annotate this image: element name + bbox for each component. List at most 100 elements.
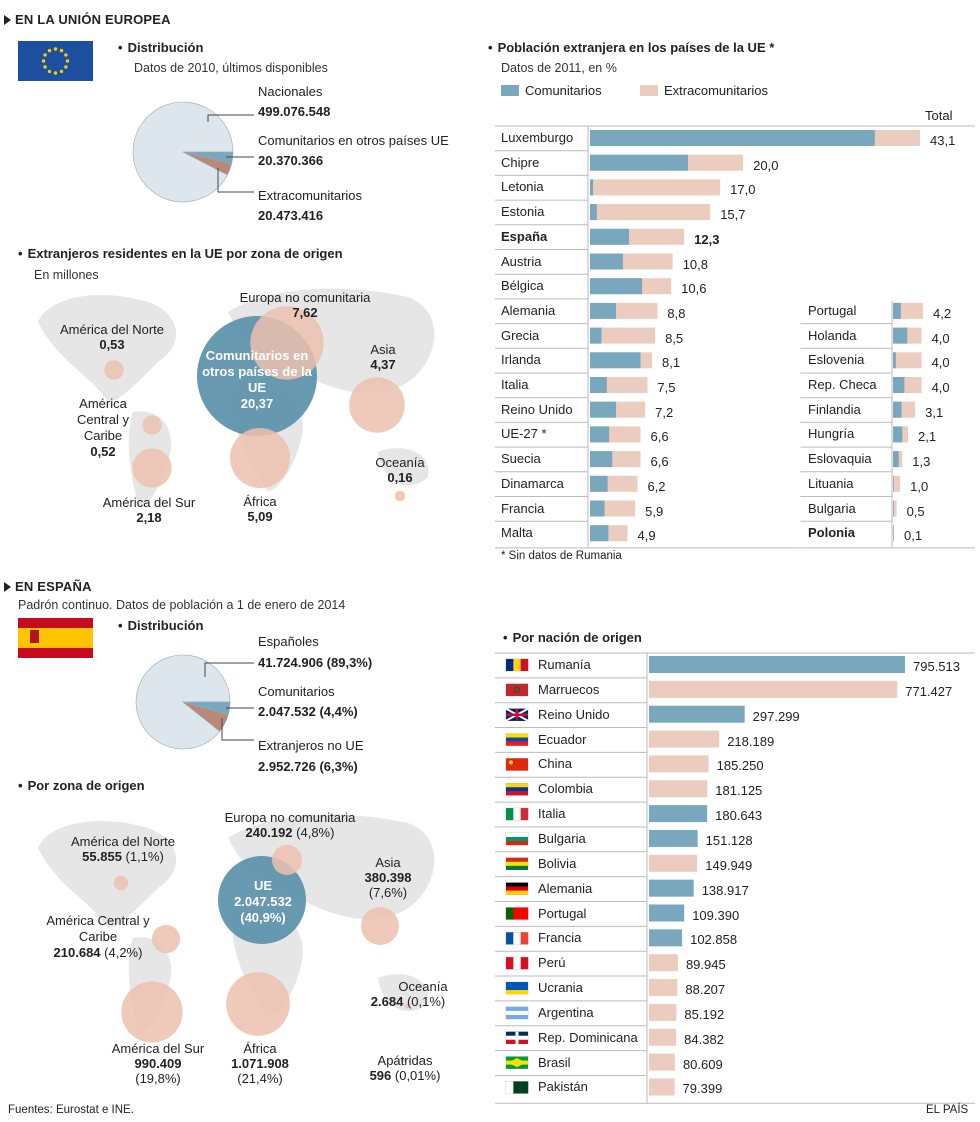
- eu-bar-country: Grecia: [501, 327, 540, 343]
- romania-flag-icon: [505, 658, 529, 672]
- footer-brand: EL PAÍS: [926, 1104, 969, 1116]
- es-bar-value: 297.299: [752, 708, 800, 724]
- eu-bar-country: Portugal: [808, 302, 857, 318]
- eu-bar-comunitarios: [893, 327, 908, 344]
- eu-zone-ue-label: Comunitarios en otros países de la UE 20…: [198, 348, 316, 412]
- eu-star-icon: [53, 71, 58, 75]
- es-zone-africa-value: 1.071.908: [231, 1056, 289, 1071]
- eu-bar-country: Irlanda: [501, 352, 541, 368]
- es-zone-europa-pct: (4,8%): [296, 825, 335, 840]
- es-zone-sur-pct: (19,8%): [135, 1071, 181, 1086]
- es-zone-ue-value: 2.047.532: [234, 894, 292, 909]
- eu-bar-value: 1,0: [910, 478, 929, 494]
- eu-bar-value: 0,1: [904, 528, 923, 544]
- eu-bar-comunitarios: [590, 500, 605, 517]
- es-bar-country: Colombia: [538, 781, 593, 797]
- es-value-espanoles: 41.724.906 (89,3%): [258, 655, 373, 670]
- es-zone-norte-pct: (1,1%): [125, 849, 164, 864]
- es-zone-sur-value: 990.409: [134, 1056, 182, 1071]
- eu-bar-extra: [590, 525, 628, 542]
- es-bar-value: 218.189: [727, 733, 775, 749]
- es-zone-ue-pct: (40,9%): [240, 910, 286, 925]
- es-bar-value: 151.128: [705, 832, 753, 848]
- eu-star-icon: [43, 53, 47, 57]
- eu-bar-country: Chipre: [501, 154, 540, 170]
- es-zones-title: Por zona de origen: [18, 778, 145, 793]
- eu-star-icon: [64, 53, 68, 57]
- es-circle-sur: [121, 981, 183, 1043]
- eu-value-extracomunitarios: 20.473.416: [258, 208, 324, 223]
- eu-label-comunitarios: Comunitarios en otros países UE: [258, 133, 449, 148]
- eu-bar-value: 17,0: [730, 182, 756, 198]
- germany-flag-icon: [505, 882, 529, 895]
- es-circle-europa: [271, 844, 303, 876]
- eu-bar-comunitarios: [893, 426, 903, 443]
- eu-zone-norte-value: 0,53: [99, 337, 125, 352]
- es-zone-sur: América del Sur 990.409 (19,8%): [98, 1041, 218, 1086]
- eu-zone-oceania: Oceanía 0,16: [365, 455, 435, 485]
- es-pie-slice-extranjeros: [182, 701, 229, 732]
- es-bar-value: 88.207: [685, 982, 726, 998]
- eu-bar-value: 8,8: [667, 305, 686, 321]
- eu-bar-country: Reino Unido: [501, 401, 573, 417]
- eu-zone-central: América Central y Caribe 0,52: [48, 396, 158, 460]
- ukraine-flag-icon: [505, 981, 529, 995]
- italy-flag-icon: [505, 807, 529, 821]
- eu-bar-extra: [893, 525, 894, 542]
- eu-bar-country: Malta: [501, 525, 533, 541]
- argentina-flag-icon: [505, 1006, 529, 1020]
- eu-bar-value: 5,9: [645, 503, 664, 519]
- eu-bar-value: 4,0: [931, 355, 950, 371]
- eu-bar-value: 20,0: [753, 157, 779, 173]
- eu-flag-icon: [18, 41, 93, 81]
- eu-bar-extra: [590, 500, 636, 517]
- eu-bar-country: España: [501, 228, 548, 244]
- eu-distribution-title: Distribución: [118, 40, 204, 55]
- eu-bar-extra: [893, 352, 922, 369]
- es-subtitle: Padrón continuo. Datos de población a 1 …: [18, 598, 346, 612]
- footer-sources: Fuentes: Eurostat e INE.: [8, 1104, 134, 1116]
- es-pie-slice-comunitarios: [182, 701, 231, 716]
- eu-bar-extra: [590, 475, 638, 492]
- eu-bar-value: 12,3: [694, 231, 720, 247]
- legend-comunitarios-text: Comunitarios: [525, 83, 602, 98]
- es-bar-country: Portugal: [538, 905, 587, 921]
- es-zone-oceania-value: 2.684: [370, 994, 404, 1009]
- eu-bar-extra: [893, 451, 903, 468]
- eu-zone-norte-name: América del Norte: [59, 322, 165, 337]
- es-zone-asia-pct: (7,6%): [368, 885, 408, 900]
- es-bar-value: 109.390: [692, 907, 740, 923]
- es-bar-value: 138.917: [701, 882, 749, 898]
- eu-bar-comunitarios: [590, 253, 623, 270]
- es-bar-country: Bulgaria: [538, 830, 586, 846]
- es-bar: [649, 854, 698, 872]
- es-zone-ue-label: UE 2.047.532 (40,9%): [218, 878, 308, 926]
- eu-bars-title: Población extranjera en los países de la…: [488, 40, 775, 55]
- eu-bar-comunitarios: [893, 352, 896, 369]
- eu-bar-extra: [893, 302, 923, 319]
- eu-bar-comunitarios: [893, 401, 902, 418]
- bulgaria-flag-icon: [505, 832, 529, 846]
- eu-bar-extra: [893, 500, 897, 517]
- eu-bar-comunitarios: [893, 525, 894, 542]
- es-bar-country: Italia: [538, 806, 566, 822]
- es-bar-value: 795.513: [913, 659, 960, 674]
- es-bar: [649, 979, 678, 997]
- es-bar: [649, 780, 708, 798]
- es-zone-apatridas-value: 596: [369, 1068, 392, 1083]
- pakistan-flag-icon: [505, 1081, 529, 1094]
- es-bar-country: Bolivia: [538, 855, 577, 871]
- eu-residents-title: Extranjeros residentes en la UE por zona…: [18, 246, 343, 261]
- eu-bar-value: 7,5: [657, 380, 676, 395]
- eu-residents-subtitle: En millones: [34, 268, 99, 282]
- es-bar: [649, 904, 685, 922]
- eu-bar-country: Estonia: [501, 204, 545, 220]
- es-label-extranjeros: Extranjeros no UE: [258, 738, 364, 753]
- eu-pie-leader-extracomunitarios: [217, 168, 254, 193]
- es-bar-country: Reino Unido: [538, 706, 610, 722]
- eu-bar-value: 4,0: [931, 380, 950, 395]
- eu-bar-extra: [893, 426, 908, 443]
- eu-bar-extra: [590, 352, 653, 369]
- es-label-comunitarios: Comunitarios: [258, 684, 335, 699]
- es-zone-asia-name: Asia: [375, 855, 401, 870]
